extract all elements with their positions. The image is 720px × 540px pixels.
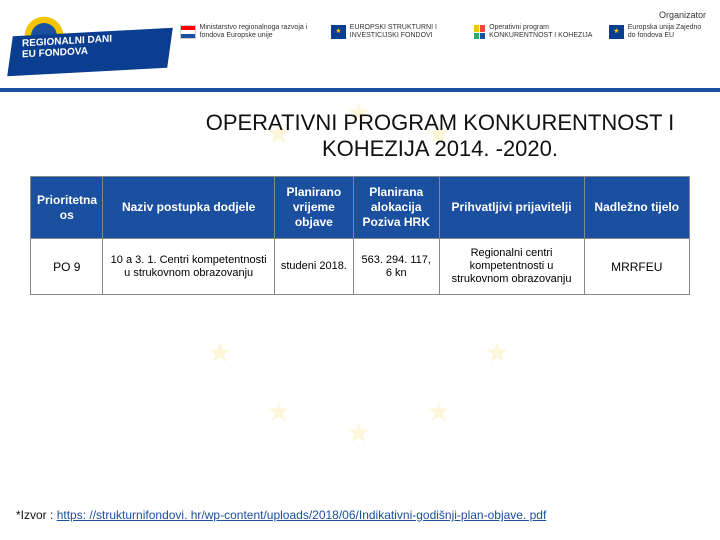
header: REGIONALNI DANI EU FONDOVA Organizator M… [0, 0, 720, 88]
table-header-row: Prioritetna os Naziv postupka dodjele Pl… [31, 177, 690, 239]
table-row: PO 9 10 a 3. 1. Centri kompetentnosti u … [31, 239, 690, 295]
flag-eu-icon-2 [609, 25, 624, 39]
cell-tijelo: MRRFEU [584, 239, 689, 295]
cell-alokacija: 563. 294. 117, 6 kn [353, 239, 439, 295]
th-planirana-alokacija: Planirana alokacija Poziva HRK [353, 177, 439, 239]
partner-3-label: Operativni program KONKURENTNOST I KOHEZ… [489, 24, 601, 40]
boxes-icon [474, 25, 485, 39]
partner-2-label: EUROPSKI STRUKTURNI I INVESTICIJSKI FOND… [350, 24, 466, 40]
page-title: OPERATIVNI PROGRAM KONKURENTNOST I KOHEZ… [0, 92, 720, 176]
partner-3: Operativni program KONKURENTNOST I KOHEZ… [474, 24, 601, 40]
partner-1: Ministarstvo regionalnoga razvoja i fond… [180, 24, 323, 40]
partner-4-label: Europska unija Zajedno do fondova EU [628, 24, 710, 40]
partner-logos: Organizator Ministarstvo regionalnoga ra… [180, 6, 710, 40]
flag-hr-icon [180, 25, 196, 39]
partner-4: Europska unija Zajedno do fondova EU [609, 24, 710, 40]
source-note: *Izvor : https: //strukturnifondovi. hr/… [16, 508, 704, 522]
partner-1-label: Ministarstvo regionalnoga razvoja i fond… [200, 24, 323, 40]
partner-2: EUROPSKI STRUKTURNI I INVESTICIJSKI FOND… [331, 24, 466, 40]
th-planirano-vrijeme: Planirano vrijeme objave [274, 177, 353, 239]
source-link[interactable]: https: //strukturnifondovi. hr/wp-conten… [57, 508, 547, 522]
table-container: Prioritetna os Naziv postupka dodjele Pl… [0, 176, 720, 295]
main-logo: REGIONALNI DANI EU FONDOVA [10, 6, 170, 88]
th-prijavitelji: Prihvatljivi prijavitelji [439, 177, 584, 239]
cell-naziv: 10 a 3. 1. Centri kompetentnosti u struk… [103, 239, 274, 295]
flag-eu-icon [331, 25, 346, 39]
th-prioritetna-os: Prioritetna os [31, 177, 103, 239]
cell-prijavitelji: Regionalni centri kompetentnosti u struk… [439, 239, 584, 295]
organizer-label: Organizator [180, 10, 710, 20]
th-nadlezno-tijelo: Nadležno tijelo [584, 177, 689, 239]
cell-vrijeme: studeni 2018. [274, 239, 353, 295]
data-table: Prioritetna os Naziv postupka dodjele Pl… [30, 176, 690, 295]
th-naziv: Naziv postupka dodjele [103, 177, 274, 239]
cell-po: PO 9 [31, 239, 103, 295]
source-prefix: *Izvor : [16, 508, 57, 522]
